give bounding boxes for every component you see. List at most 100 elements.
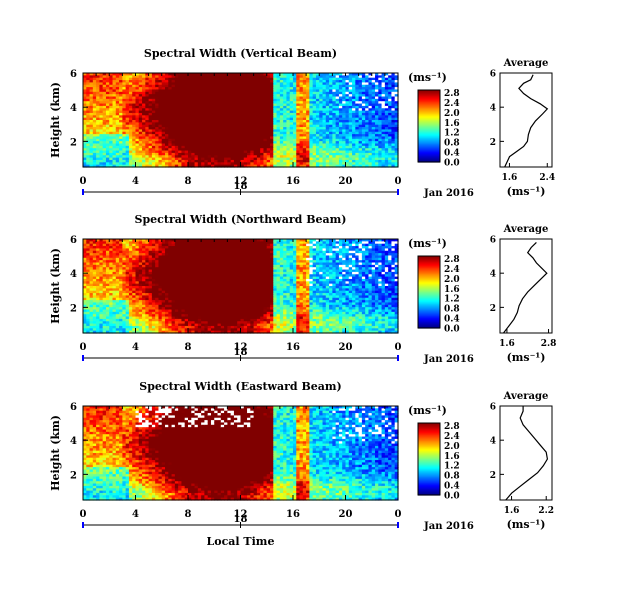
- heatmap-cell: [128, 108, 133, 112]
- heatmap-cell: [165, 77, 169, 81]
- heatmap-cell: [92, 255, 97, 259]
- heatmap-cell: [250, 124, 255, 128]
- heatmap-cell: [375, 89, 379, 93]
- heatmap-cell: [125, 89, 130, 93]
- heatmap-cell: [122, 80, 127, 83]
- heatmap-cell: [135, 318, 140, 322]
- heatmap-cell: [132, 304, 137, 308]
- heatmap-cell: [391, 148, 396, 152]
- heatmap-cell: [92, 89, 97, 93]
- heatmap-cell: [273, 155, 278, 159]
- heatmap-cell: [293, 152, 297, 156]
- heatmap-cell: [184, 115, 189, 119]
- heatmap-cell: [227, 98, 232, 102]
- heatmap-cell: [86, 278, 91, 282]
- heatmap-cell: [381, 131, 386, 135]
- heatmap-cell: [253, 131, 258, 135]
- heatmap-cell: [99, 157, 104, 161]
- heatmap-cell: [253, 145, 258, 149]
- heatmap-cell: [191, 136, 196, 140]
- heatmap-cell: [92, 73, 97, 76]
- heatmap-cell: [112, 131, 117, 135]
- heatmap-cell: [230, 152, 235, 156]
- heatmap-cell: [204, 162, 209, 166]
- heatmap-cell: [112, 257, 117, 261]
- heatmap-cell: [240, 159, 245, 163]
- heatmap-cell: [132, 309, 137, 313]
- heatmap-cell: [115, 136, 120, 140]
- heatmap-cell: [306, 75, 311, 79]
- heatmap-cell: [86, 302, 91, 306]
- heatmap-cell: [394, 98, 399, 102]
- heatmap-cell: [335, 91, 340, 95]
- heatmap-cell: [220, 159, 225, 163]
- heatmap-cell: [325, 98, 330, 102]
- heatmap-cell: [161, 323, 166, 327]
- heatmap-cell: [194, 136, 199, 140]
- heatmap-cell: [86, 80, 91, 83]
- heatmap-cell: [119, 96, 123, 100]
- heatmap-cell: [329, 101, 333, 105]
- heatmap-cell: [115, 302, 120, 306]
- heatmap-cell: [128, 80, 133, 83]
- heatmap-cell: [138, 255, 143, 259]
- heatmap-cell: [99, 148, 104, 152]
- heatmap-cell: [142, 112, 146, 116]
- heatmap-cell: [381, 148, 386, 152]
- heatmap-cell: [89, 145, 94, 149]
- heatmap-cell: [230, 127, 235, 130]
- heatmap-cell: [273, 138, 278, 142]
- heatmap-cell: [286, 143, 291, 147]
- heatmap-cell: [89, 304, 94, 308]
- heatmap-cell: [99, 112, 104, 116]
- heatmap-cell: [125, 84, 130, 88]
- heatmap-cell: [345, 164, 350, 168]
- heatmap-cell: [122, 248, 127, 252]
- heatmap-cell: [312, 152, 317, 156]
- heatmap-cell: [286, 150, 291, 154]
- heatmap-cell: [365, 155, 370, 159]
- heatmap-cell: [345, 150, 350, 154]
- heatmap-cell: [329, 75, 333, 79]
- heatmap-cell: [293, 89, 297, 93]
- heatmap-cell: [132, 89, 137, 93]
- heatmap-cell: [214, 84, 219, 88]
- heatmap-cell: [224, 91, 228, 95]
- heatmap-cell: [125, 239, 130, 242]
- heatmap-cell: [329, 148, 333, 152]
- heatmap-cell: [168, 96, 173, 100]
- heatmap-cell: [168, 122, 173, 126]
- heatmap-cell: [83, 141, 87, 145]
- heatmap-cell: [115, 311, 120, 315]
- heatmap-cell: [299, 115, 304, 119]
- heatmap-cell: [151, 136, 156, 140]
- heatmap-cell: [161, 330, 166, 334]
- heatmap-cell: [207, 80, 212, 83]
- heatmap-cell: [138, 80, 143, 83]
- heatmap-cell: [174, 138, 179, 142]
- heatmap-cell: [89, 80, 94, 83]
- heatmap-cell: [109, 89, 114, 93]
- heatmap-cell: [230, 96, 235, 100]
- heatmap-cell: [325, 91, 330, 95]
- heatmap-cell: [358, 124, 363, 128]
- heatmap-cell: [322, 124, 327, 128]
- heatmap-cell: [204, 77, 209, 81]
- heatmap-cell: [207, 105, 212, 109]
- heatmap-cell: [391, 84, 396, 88]
- heatmap-cell: [368, 127, 373, 130]
- heatmap-cell: [260, 159, 265, 163]
- heatmap-cell: [253, 159, 258, 163]
- heatmap-cell: [365, 84, 370, 88]
- heatmap-cell: [335, 96, 340, 100]
- heatmap-cell: [286, 120, 291, 123]
- heatmap-cell: [306, 145, 311, 149]
- heatmap-cell: [105, 75, 110, 79]
- heatmap-cell: [319, 131, 324, 135]
- heatmap-cell: [128, 112, 133, 116]
- heatmap-cell: [319, 87, 324, 91]
- heatmap-cell: [355, 155, 360, 159]
- heatmap-cell: [148, 325, 153, 329]
- heatmap-cell: [122, 271, 127, 275]
- heatmap-cell: [142, 134, 146, 138]
